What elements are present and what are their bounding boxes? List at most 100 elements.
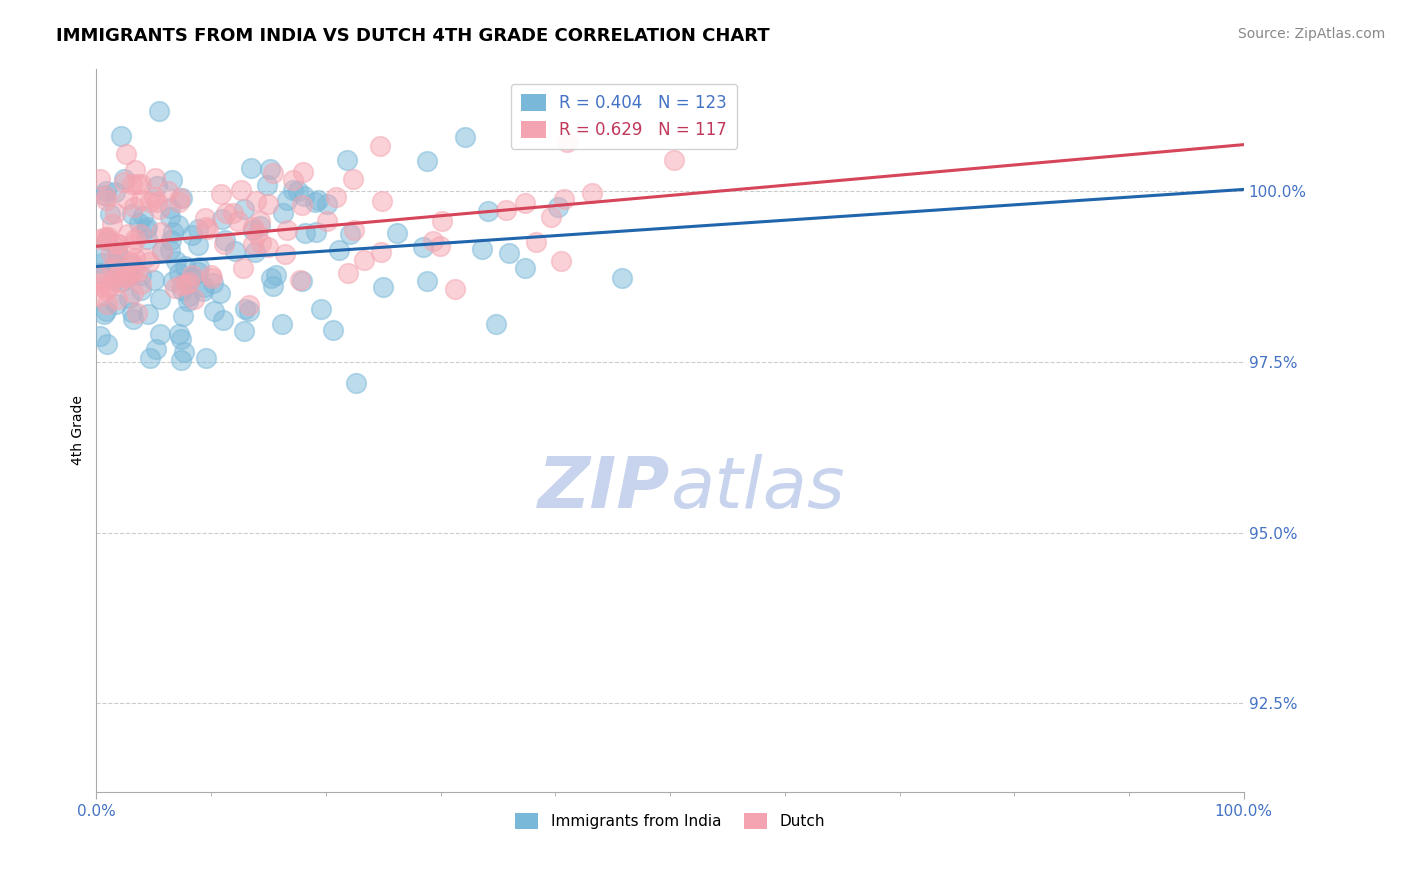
Point [143,170,166,185]
Point [287,184,309,198]
Point [121,304,143,318]
Point [170,332,193,346]
Point [370,245,392,260]
Point [232,324,254,338]
Point [187,265,209,279]
Point [169,190,191,204]
Point [121,177,143,191]
Point [162,225,184,239]
Legend: Immigrants from India, Dutch: Immigrants from India, Dutch [509,806,831,835]
Point [122,237,145,252]
Point [167,218,190,232]
Point [471,242,494,256]
Point [101,217,124,231]
Point [159,210,181,224]
Point [129,268,152,282]
Point [238,298,260,312]
Point [292,165,315,179]
Point [149,327,172,342]
Point [89,289,111,303]
Point [262,166,284,180]
Point [94,283,117,297]
Point [128,227,150,241]
Point [96,303,118,318]
Point [429,239,451,253]
Point [307,193,329,207]
Point [259,161,281,176]
Point [264,268,287,282]
Point [134,251,156,265]
Point [150,244,173,259]
Point [202,276,225,290]
Point [136,307,159,321]
Point [214,233,236,247]
Point [176,277,198,291]
Point [513,195,536,210]
Point [174,273,197,287]
Text: Source: ZipAtlas.com: Source: ZipAtlas.com [1237,27,1385,41]
Point [117,192,139,206]
Point [222,205,245,219]
Point [212,237,235,252]
Point [240,161,263,175]
Point [201,271,224,285]
Point [117,227,139,241]
Point [249,219,271,233]
Point [150,244,173,259]
Point [89,247,111,261]
Point [136,219,159,234]
Point [208,285,231,300]
Point [162,274,184,288]
Text: ZIP: ZIP [538,454,671,523]
Point [167,266,190,280]
Point [160,233,183,247]
Point [197,222,219,236]
Point [124,232,146,246]
Point [96,337,118,351]
Point [245,194,267,208]
Point [111,269,134,284]
Point [114,269,136,284]
Point [256,240,278,254]
Point [90,270,112,285]
Point [170,352,193,367]
Point [343,223,366,237]
Point [291,274,314,288]
Point [662,153,685,167]
Point [89,266,111,280]
Point [257,197,280,211]
Point [477,204,499,219]
Point [108,275,131,289]
Point [177,293,200,308]
Point [107,237,129,252]
Point [371,194,394,208]
Point [322,323,344,337]
Point [193,280,215,294]
Point [122,312,145,326]
Point [194,351,217,365]
Point [187,260,209,274]
Point [110,129,132,144]
Point [373,280,395,294]
Point [101,260,124,275]
Point [344,376,367,390]
Point [105,273,128,287]
Point [105,249,128,263]
Point [174,259,197,273]
Point [553,192,575,206]
Point [610,270,633,285]
Point [194,219,217,234]
Point [96,233,118,247]
Point [238,303,260,318]
Point [111,274,134,288]
Point [142,190,165,204]
Point [294,226,316,240]
Point [283,173,305,187]
Point [120,256,142,270]
Point [89,328,111,343]
Point [108,266,131,280]
Point [169,194,191,209]
Point [339,227,361,241]
Point [129,277,152,291]
Point [125,306,148,320]
